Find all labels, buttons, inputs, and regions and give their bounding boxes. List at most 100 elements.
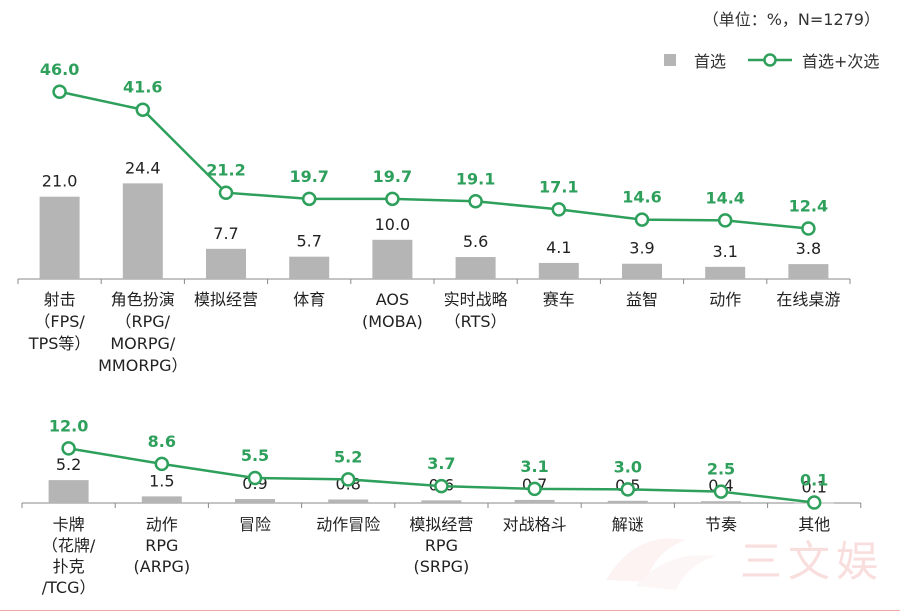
top-category-label: 模拟经营 — [194, 290, 258, 309]
top-category-label: （RTS） — [445, 312, 507, 331]
bottom-bar — [328, 499, 369, 503]
bottom-line-value-label: 3.7 — [427, 454, 455, 473]
top-line-point — [385, 191, 400, 207]
top-bar — [289, 256, 330, 279]
top-line-value-label: 14.4 — [705, 188, 744, 207]
top-bar — [622, 263, 662, 279]
bottom-category-label: 动作冒险 — [316, 515, 380, 534]
top-bar-value-label: 3.1 — [712, 242, 737, 261]
bottom-line-value-label: 0.1 — [800, 471, 828, 490]
legend-line-swatch — [748, 53, 793, 67]
bottom-category-label: 扑克 — [53, 557, 85, 576]
top-category-label: MMORPG） — [98, 356, 187, 375]
watermark-logo-icon — [606, 538, 716, 590]
top-bar-value-label: 7.7 — [213, 224, 238, 243]
bottom-category-label: 冒险 — [239, 515, 271, 534]
bottom-bar-value-label: 5.2 — [56, 455, 81, 474]
top-line-point — [468, 194, 483, 209]
top-line-series — [59, 90, 809, 230]
bottom-category-label: （花牌/ — [42, 536, 96, 555]
legend-bar-label: 首选 — [694, 52, 727, 71]
bottom-line-point — [713, 484, 729, 499]
bottom-bar — [48, 480, 89, 503]
top-category-label: 实时战略 — [444, 290, 508, 309]
top-category-label: 益智 — [626, 290, 658, 309]
top-line-value-label: 19.7 — [373, 167, 412, 186]
bottom-line-point — [434, 478, 449, 494]
top-bar-value-label: 3.8 — [796, 239, 821, 258]
bottom-category-label: 其他 — [798, 515, 830, 534]
bottom-category-label: (ARPG) — [134, 557, 191, 576]
bottom-line-point — [247, 470, 263, 486]
top-category-label: （FPS/ — [34, 312, 85, 331]
bottom-category-label: 卡牌 — [53, 515, 85, 534]
chart-legend: 首选 首选+次选 — [664, 48, 879, 72]
top-line-value-label: 19.7 — [289, 167, 328, 186]
bottom-bar — [421, 500, 462, 503]
bottom-bar — [701, 501, 741, 503]
legend-line-label: 首选+次选 — [802, 52, 880, 71]
top-bar — [455, 257, 496, 279]
top-line-point — [801, 221, 816, 236]
top-line-value-label: 19.1 — [456, 169, 495, 188]
top-line-value-label: 12.4 — [789, 197, 828, 216]
top-bar-value-label: 4.1 — [546, 238, 571, 257]
bottom-category-label: (SRPG) — [413, 557, 469, 576]
top-line-value-label: 17.1 — [539, 177, 578, 196]
bottom-category-label: RPG — [425, 536, 458, 555]
top-line-value-label: 41.6 — [123, 78, 162, 97]
bottom-category-label: /TCG） — [42, 578, 96, 597]
bottom-line-point — [620, 482, 636, 497]
bottom-bar-value-label: 0.1 — [801, 478, 826, 497]
bottom-line-value-label: 3.1 — [520, 457, 548, 476]
top-category-label: AOS — [376, 290, 409, 309]
bottom-bar — [141, 496, 182, 503]
bottom-category-label: 动作 — [146, 515, 178, 534]
top-line-value-label: 14.6 — [622, 188, 661, 207]
top-bar — [206, 248, 246, 279]
top-line-point — [634, 212, 650, 227]
top-bar — [372, 239, 413, 279]
top-line-point — [52, 84, 67, 100]
bottom-bar-value-label: 1.5 — [149, 471, 174, 490]
top-line-point — [301, 191, 317, 207]
bottom-rule — [0, 610, 900, 611]
top-bar-value-label: 24.4 — [125, 158, 161, 177]
bottom-category-label: 节奏 — [705, 515, 737, 534]
unit-note: （单位：%，N=1279） — [702, 10, 880, 29]
bottom-line-point — [61, 441, 76, 456]
bottom-line-value-label: 8.6 — [148, 432, 176, 451]
bottom-line-value-label: 3.0 — [614, 457, 642, 476]
top-bar-value-label: 3.9 — [629, 239, 654, 258]
top-category-label: 在线桌游 — [776, 290, 840, 309]
top-bar — [705, 266, 746, 279]
watermark-text: 三文娱 — [740, 537, 885, 586]
top-bar — [788, 264, 829, 279]
top-category-label: 角色扮演 — [111, 290, 175, 309]
top-line-value-label: 21.2 — [206, 161, 245, 180]
bottom-bar — [607, 500, 648, 503]
bottom-category-label: 模拟经营 — [409, 515, 473, 534]
bottom-category-label: 解谜 — [612, 515, 644, 534]
top-category-label: MORPG/ — [110, 334, 176, 353]
top-category-label: 射击 — [44, 290, 76, 309]
top-category-label: 赛车 — [543, 290, 575, 309]
bottom-line-value-label: 5.2 — [334, 447, 362, 466]
top-line-point — [135, 102, 151, 117]
top-line-point — [218, 185, 234, 200]
top-category-label: （RPG/ — [116, 312, 171, 331]
top-bar-value-label: 5.7 — [296, 232, 321, 251]
bottom-category-label: RPG — [145, 536, 178, 555]
bottom-line-point — [154, 456, 170, 472]
top-bar — [39, 196, 80, 279]
top-line-point — [551, 202, 567, 217]
top-bar-value-label: 21.0 — [42, 172, 78, 191]
top-category-label: 体育 — [293, 290, 325, 309]
top-bar — [122, 183, 163, 279]
top-line-value-label: 46.0 — [40, 60, 79, 79]
top-line-point — [717, 213, 733, 228]
top-category-label: 动作 — [709, 290, 741, 309]
bottom-line-value-label: 12.0 — [49, 416, 88, 435]
bottom-line-point — [527, 481, 542, 497]
